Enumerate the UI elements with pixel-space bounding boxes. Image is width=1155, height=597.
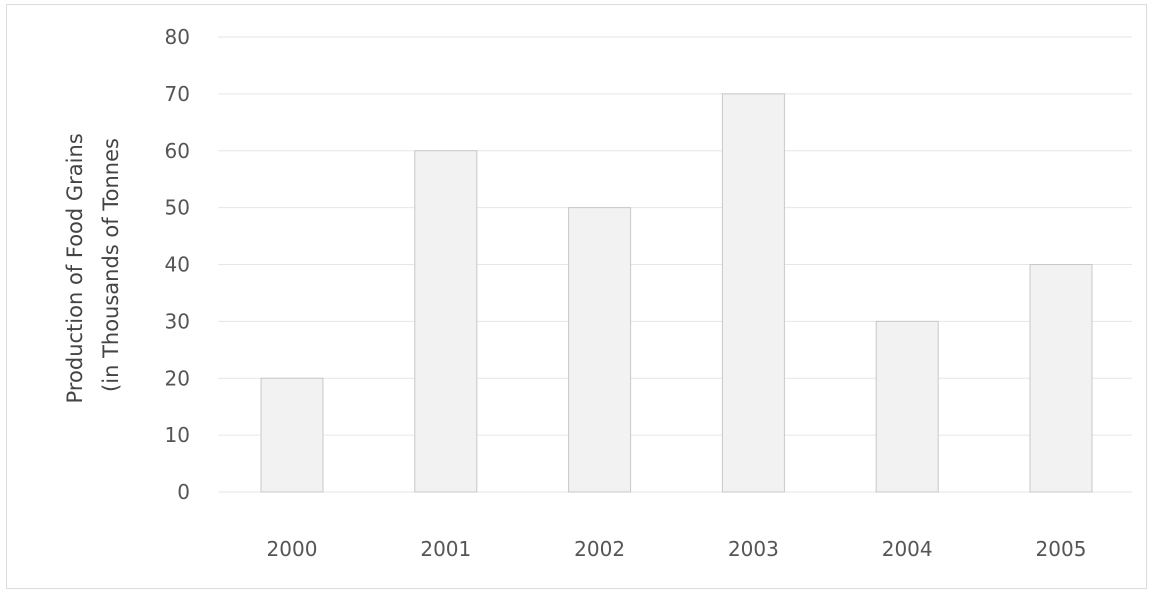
bar-2002 xyxy=(568,207,632,493)
y-tick-label: 80 xyxy=(165,25,190,49)
y-tick-label: 0 xyxy=(177,480,190,504)
x-tick-label: 2002 xyxy=(574,537,625,561)
y-axis-tick-labels: 0 10 20 30 40 50 60 70 80 xyxy=(165,25,190,504)
x-tick-label: 2003 xyxy=(728,537,779,561)
y-axis-title: Production of Food Grains (in Thousands … xyxy=(63,127,123,404)
bar-2003 xyxy=(721,93,785,493)
y-tick-label: 60 xyxy=(165,139,190,163)
bars xyxy=(260,93,1093,493)
y-axis-title-line-2: (in Thousands of Tonnes xyxy=(99,138,123,392)
gridlines xyxy=(218,36,1132,493)
y-tick-label: 70 xyxy=(165,82,190,106)
bar-2004 xyxy=(875,320,939,493)
y-tick-label: 20 xyxy=(165,366,190,390)
x-tick-label: 2004 xyxy=(882,537,933,561)
bar-2000 xyxy=(260,377,324,493)
x-tick-label: 2005 xyxy=(1036,537,1087,561)
y-tick-label: 10 xyxy=(165,423,190,447)
x-tick-label: 2001 xyxy=(420,537,471,561)
bar-2001 xyxy=(414,150,478,493)
y-tick-label: 30 xyxy=(165,309,190,333)
y-axis-title-line-1: Production of Food Grains xyxy=(63,133,87,403)
y-tick-label: 50 xyxy=(165,196,190,220)
bar-2005 xyxy=(1029,264,1093,493)
x-axis-tick-labels: 2000 2001 2002 2003 2004 2005 xyxy=(267,537,1087,561)
x-tick-label: 2000 xyxy=(267,537,318,561)
y-tick-label: 40 xyxy=(165,253,190,277)
